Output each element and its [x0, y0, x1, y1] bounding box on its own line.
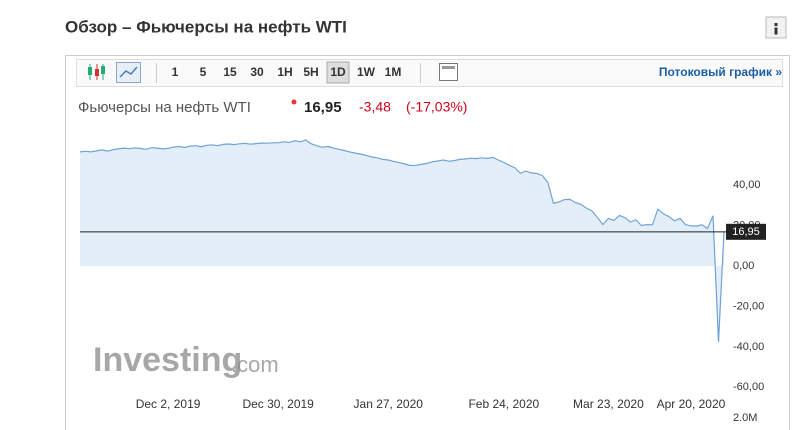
timeframe-button[interactable]: 1M — [385, 65, 402, 79]
area-fill — [80, 140, 724, 343]
x-tick-label: Apr 20, 2020 — [657, 397, 726, 411]
y-tick-label: -20,00 — [733, 300, 764, 312]
icon-stroke — [119, 66, 138, 78]
info-icon[interactable] — [765, 16, 787, 39]
quote-change: -3,48 — [359, 99, 391, 115]
toolbar — [76, 59, 783, 87]
watermark-suffix: .com — [231, 352, 279, 377]
timeframe-button[interactable]: 30 — [250, 65, 264, 79]
timeframe-button[interactable]: 1D — [330, 65, 346, 79]
watermark-brand: Investing — [93, 341, 242, 379]
y-tick-label: -40,00 — [733, 341, 764, 353]
widget-frame — [65, 55, 790, 430]
info-dot — [774, 23, 778, 26]
y-tick-label: -60,00 — [733, 381, 764, 393]
current-price-label: 16,95 — [732, 226, 760, 238]
timeframe-button[interactable]: 5 — [200, 65, 207, 79]
icon-stroke — [95, 69, 99, 76]
timeframe-button[interactable]: 1W — [357, 65, 376, 79]
page-title: Обзор – Фьючерсы на нефть WTI — [65, 17, 347, 36]
timeframe-button[interactable]: 1 — [172, 65, 179, 79]
line-icon[interactable] — [116, 62, 141, 83]
timeframe-button[interactable]: 5H — [303, 65, 318, 79]
y-tick-label: 40,00 — [733, 179, 761, 191]
icon-stroke — [442, 66, 455, 69]
current-price-box — [726, 223, 766, 240]
quote-change-pct: (-17,03%) — [406, 99, 467, 115]
layout-icon[interactable] — [439, 63, 458, 81]
plot — [79, 139, 725, 343]
timeframe-button[interactable]: 1H — [277, 65, 292, 79]
x-tick-label: Feb 24, 2020 — [468, 397, 539, 411]
x-tick-label: Dec 30, 2019 — [242, 397, 314, 411]
quote-name: Фьючерсы на нефть WTI — [78, 99, 251, 116]
y-tick-label: 0,00 — [733, 260, 754, 272]
timeframe-selected — [326, 61, 350, 84]
candle-icon[interactable] — [88, 64, 105, 80]
info-stem — [774, 27, 778, 35]
x-tick-label: Dec 2, 2019 — [136, 397, 201, 411]
streaming-link[interactable]: Потоковый график » — [659, 65, 782, 79]
timeframe-button[interactable]: 15 — [223, 65, 237, 79]
quote-last: 16,95 — [304, 99, 342, 116]
quote-dot — [291, 99, 297, 105]
x-tick-label: Mar 23, 2020 — [573, 397, 644, 411]
volume-axis-label: 2.0M — [733, 412, 757, 424]
price-line — [79, 139, 725, 343]
x-tick-label: Jan 27, 2020 — [354, 397, 424, 411]
icon-stroke — [101, 66, 105, 74]
icon-stroke — [88, 67, 92, 75]
